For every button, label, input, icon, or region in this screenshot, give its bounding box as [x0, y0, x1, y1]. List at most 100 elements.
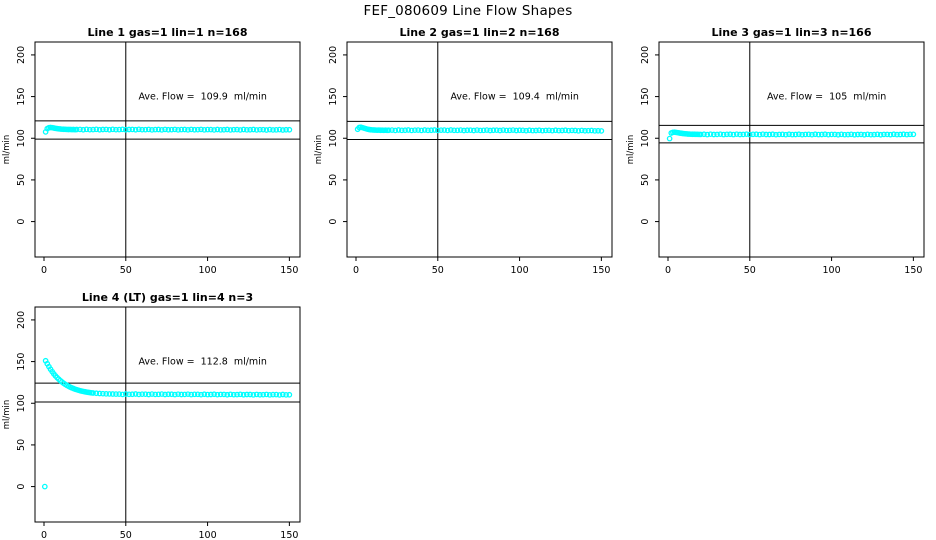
data-point	[201, 126, 208, 133]
data-point	[796, 131, 802, 138]
data-point	[441, 127, 448, 133]
data-point	[894, 131, 900, 138]
data-point	[109, 391, 116, 397]
data-point	[720, 131, 727, 138]
data-point	[188, 126, 195, 133]
data-point	[207, 391, 214, 398]
data-point	[279, 391, 286, 398]
y-tick-label: 200	[328, 46, 339, 64]
data-point	[41, 483, 48, 490]
data-point	[425, 127, 431, 134]
data-point	[270, 391, 276, 398]
y-tick-label: 50	[16, 174, 27, 186]
y-axis-label: ml/min	[626, 135, 636, 165]
data-point	[263, 391, 270, 398]
data-point	[776, 131, 783, 138]
data-point	[139, 126, 145, 133]
data-point	[165, 126, 172, 133]
data-point	[434, 127, 441, 134]
data-point	[132, 126, 139, 133]
data-point	[126, 391, 132, 398]
data-point	[224, 126, 231, 133]
data-point	[178, 126, 185, 133]
data-point	[145, 391, 152, 398]
data-point	[136, 126, 142, 133]
x-tick-label: 0	[41, 530, 47, 540]
data-point	[851, 131, 858, 138]
data-point	[448, 127, 454, 133]
data-point	[792, 131, 799, 138]
data-point	[769, 131, 776, 138]
y-tick-label: 0	[328, 219, 339, 225]
data-point	[457, 127, 464, 133]
data-point	[152, 391, 159, 398]
data-point	[96, 390, 103, 397]
data-point	[546, 127, 552, 134]
data-point	[737, 131, 743, 138]
data-point	[119, 126, 126, 133]
y-tick-label: 100	[328, 129, 339, 147]
data-point	[227, 391, 234, 398]
data-point	[83, 126, 90, 133]
data-point	[907, 131, 913, 138]
data-point	[253, 127, 260, 133]
data-point	[142, 391, 149, 398]
subplot-line-4: Line 4 (LT) gas=1 lin=4 n=3 0 50 100 150 200 m…	[0, 287, 312, 540]
data-point	[286, 126, 293, 133]
data-point	[126, 126, 132, 133]
data-point	[224, 391, 231, 398]
data-point	[162, 391, 168, 398]
data-point	[510, 127, 516, 133]
data-point	[697, 131, 704, 138]
subplot-title: Line 3 gas=1 lin=3 n=166	[711, 26, 871, 39]
data-point	[149, 391, 155, 397]
data-point	[221, 391, 227, 398]
data-point	[234, 126, 240, 133]
data-point	[270, 127, 276, 133]
data-point	[470, 127, 477, 134]
y-axis-label: ml/min	[2, 135, 12, 165]
data-point	[266, 126, 273, 133]
data-point	[181, 391, 188, 398]
data-point	[240, 391, 247, 398]
data-point	[714, 131, 720, 138]
data-point	[96, 126, 103, 133]
data-point	[106, 126, 113, 133]
data-point	[162, 126, 168, 133]
data-point	[149, 126, 155, 133]
data-point	[874, 131, 881, 138]
data-point	[273, 391, 280, 398]
data-point	[217, 126, 224, 133]
data-point	[204, 126, 211, 133]
data-point	[484, 127, 490, 133]
data-point	[854, 131, 861, 138]
data-point	[838, 131, 845, 138]
data-point	[175, 391, 181, 398]
data-point	[444, 127, 451, 134]
data-point	[93, 126, 100, 133]
data-point	[93, 390, 100, 397]
data-point	[263, 127, 270, 133]
data-point	[818, 131, 825, 138]
data-point	[207, 126, 214, 133]
data-point	[760, 131, 766, 138]
y-tick-label: 150	[640, 88, 651, 106]
y-tick-label: 0	[16, 484, 27, 490]
data-point	[717, 131, 724, 138]
data-point	[763, 131, 769, 138]
data-point	[286, 391, 293, 398]
data-point	[158, 126, 165, 133]
data-point	[283, 126, 289, 133]
data-point	[214, 391, 221, 398]
data-point	[841, 131, 848, 138]
y-tick-label: 50	[328, 174, 339, 186]
data-point	[523, 127, 529, 134]
data-point	[77, 126, 83, 133]
data-point	[191, 126, 198, 133]
data-point	[756, 131, 763, 138]
y-tick-label: 150	[16, 88, 27, 106]
data-point	[136, 391, 142, 398]
data-point	[750, 131, 756, 138]
data-point	[786, 131, 792, 138]
ave-flow-annotation: Ave. Flow = 112.8 ml/min	[138, 357, 266, 368]
